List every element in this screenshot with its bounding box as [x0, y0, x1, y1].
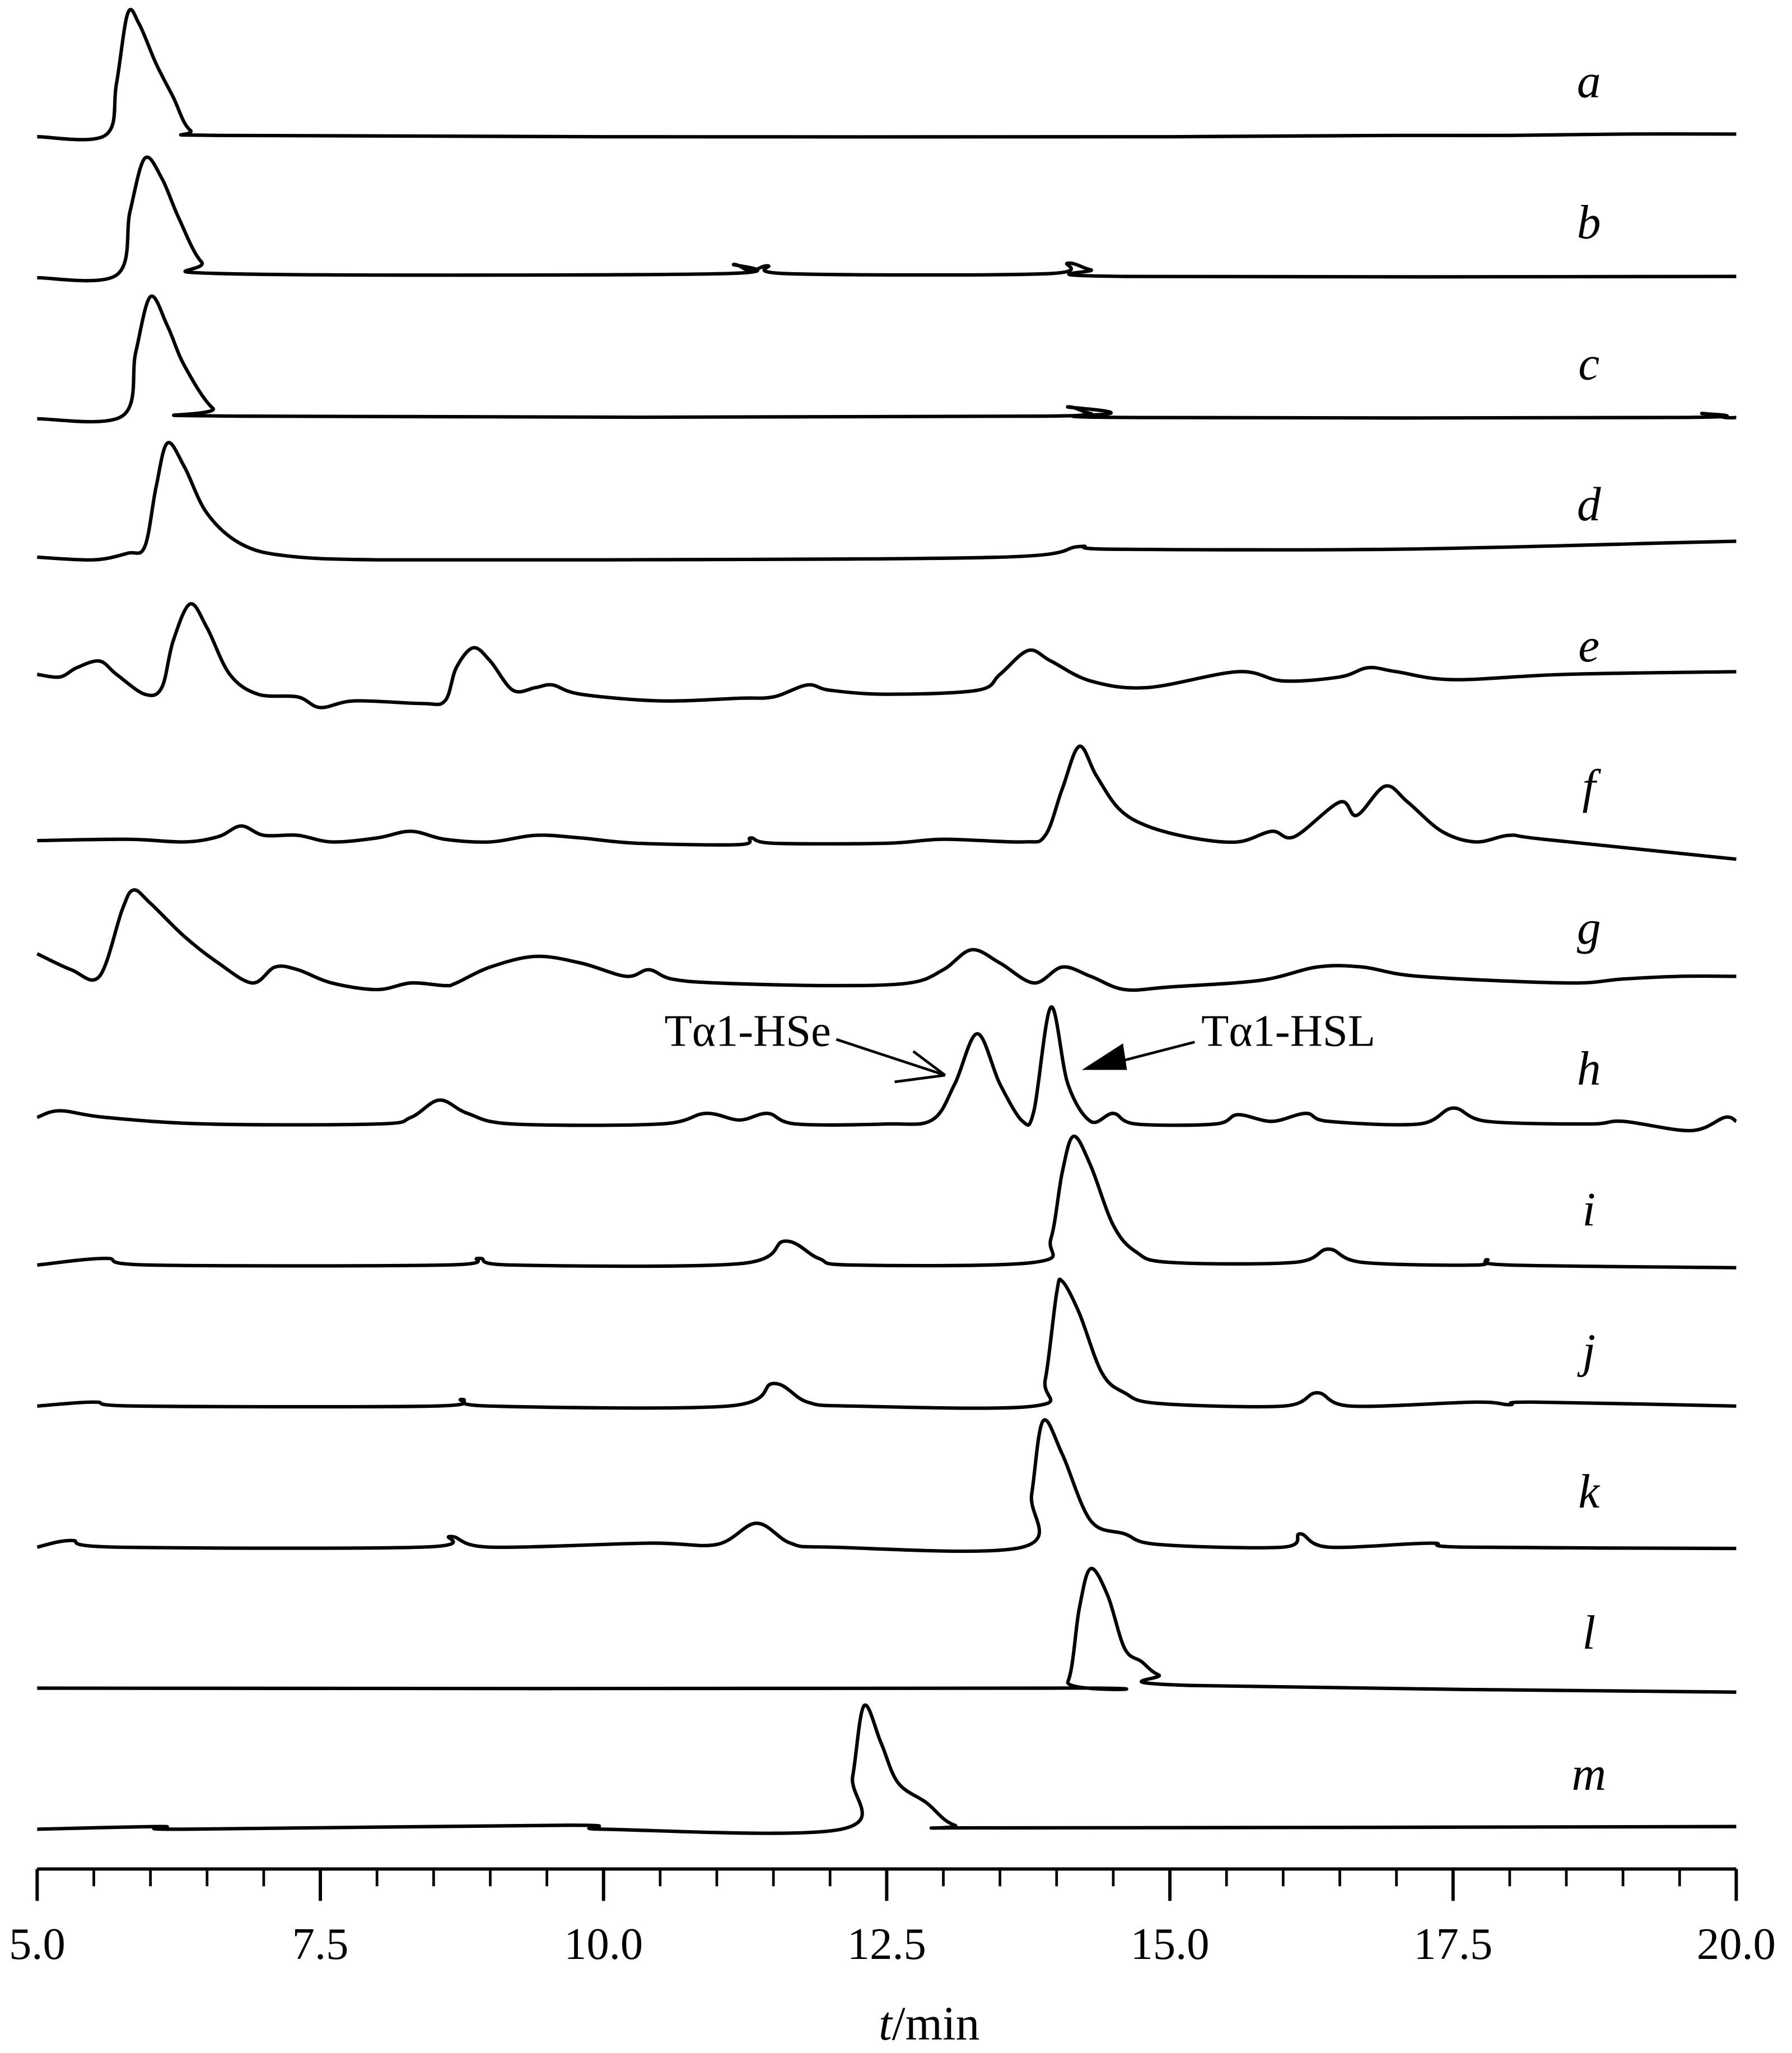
x-axis-unit: /min: [892, 1997, 979, 2050]
trace-label: b: [1577, 197, 1601, 249]
trace-label: h: [1577, 1043, 1601, 1095]
trace: [37, 1566, 1737, 1694]
trace: [37, 744, 1737, 861]
arrow-head: [894, 1074, 946, 1084]
trace: [37, 1703, 1737, 1835]
trace-label: f: [1582, 760, 1601, 813]
trace-label: d: [1577, 478, 1601, 531]
x-tick-label: 17.5: [1413, 1919, 1492, 1969]
arrow-line: [1117, 1041, 1195, 1063]
trace: [37, 7, 1737, 142]
x-tick-label: 15.0: [1131, 1919, 1210, 1969]
trace: [37, 1277, 1737, 1410]
trace: [36, 1005, 1738, 1133]
trace-label: g: [1577, 902, 1601, 954]
trace-label: i: [1582, 1183, 1595, 1236]
arrow-line: [836, 1038, 946, 1077]
trace-label: e: [1578, 619, 1599, 672]
annotation: Tα1-HSe: [665, 1006, 831, 1056]
trace: [37, 441, 1737, 562]
x-tick-label: 10.0: [564, 1919, 643, 1969]
trace: [37, 1134, 1737, 1270]
trace-label: m: [1572, 1748, 1607, 1800]
trace-label: l: [1582, 1607, 1595, 1659]
annotation-arrows: [836, 1038, 1195, 1084]
x-tick-label: 5.0: [9, 1919, 66, 1969]
trace-label: j: [1576, 1324, 1595, 1377]
trace: [36, 888, 1737, 992]
x-tick-label: 12.5: [847, 1919, 926, 1969]
x-axis-var: t: [879, 1997, 893, 2050]
annotation: Tα1-HSL: [1201, 1006, 1375, 1056]
trace: [37, 294, 1737, 424]
x-tick-label: 20.0: [1697, 1919, 1776, 1969]
trace-label: k: [1578, 1466, 1600, 1518]
trace-label: a: [1577, 55, 1601, 108]
trace-label: c: [1578, 337, 1599, 390]
trace: [36, 1418, 1737, 1553]
x-tick-label: 7.5: [292, 1919, 349, 1969]
arrow-head: [1081, 1043, 1127, 1070]
trace: [36, 602, 1737, 710]
arrow-head: [912, 1050, 946, 1076]
x-axis-title: t/min: [879, 1997, 979, 2050]
trace: [37, 155, 1737, 283]
